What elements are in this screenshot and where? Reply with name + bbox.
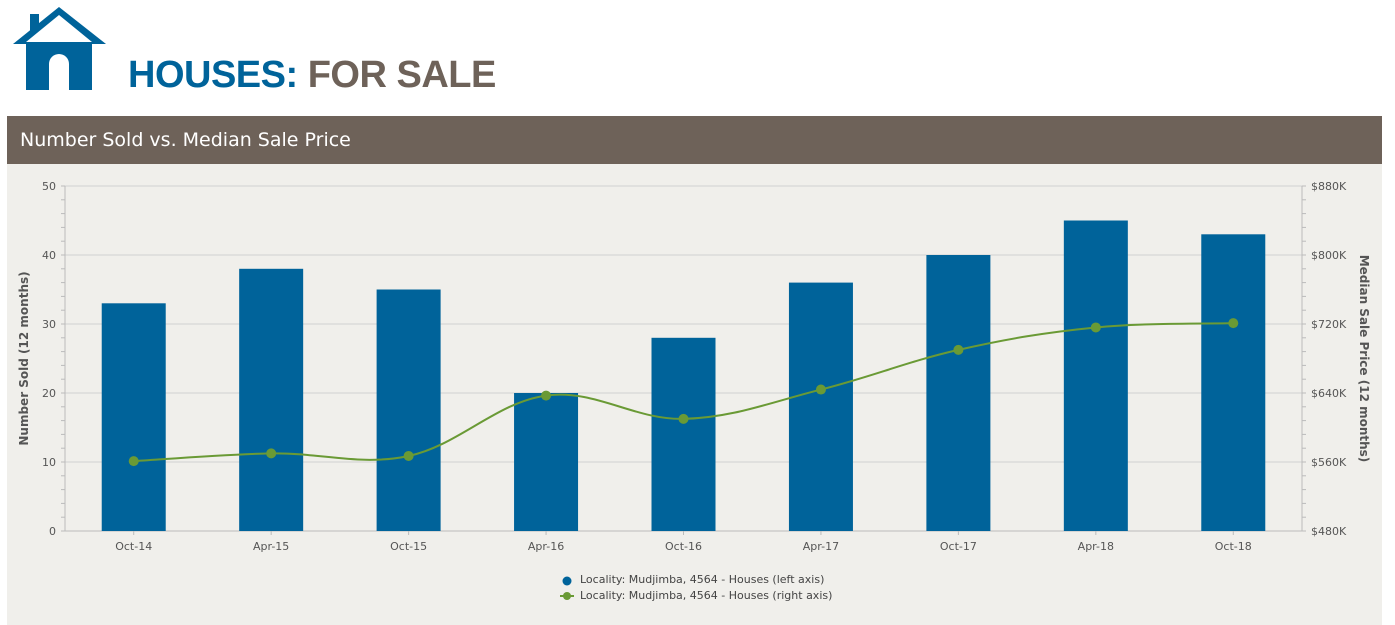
- price-point: [1228, 318, 1239, 329]
- y-tick-label: 0: [49, 525, 56, 538]
- chart-panel: 0 $480K 10 $560K 20 $640K 30 $720K 40 $800K 50 $880…: [7, 164, 1382, 625]
- x-tick-label: Oct-17: [940, 540, 977, 553]
- price-point: [953, 344, 964, 355]
- y-tick-label: 30: [42, 318, 56, 331]
- y-tick-label: 50: [42, 180, 56, 193]
- combo-chart: 0 $480K 10 $560K 20 $640K 30 $720K 40 $800K 50 $880…: [17, 180, 1371, 553]
- price-point: [541, 390, 552, 401]
- chart-legend: Locality: Mudjimba, 4564 - Houses (left …: [560, 572, 832, 603]
- legend-item-bars[interactable]: Locality: Mudjimba, 4564 - Houses (left …: [560, 572, 832, 588]
- y2-tick-label: $480K: [1311, 525, 1347, 538]
- y-tick-label: 10: [42, 456, 56, 469]
- price-point: [403, 450, 414, 461]
- bar: [788, 282, 853, 531]
- bar: [1063, 220, 1128, 531]
- legend-bar-marker-icon: [560, 575, 574, 586]
- x-tick-label: Apr-17: [803, 540, 839, 553]
- x-tick-label: Apr-16: [528, 540, 564, 553]
- y-tick-label: 40: [42, 249, 56, 262]
- bar: [239, 268, 304, 531]
- y2-axis-title: Median Sale Price (12 months): [1357, 255, 1371, 463]
- x-tick-label: Apr-15: [253, 540, 289, 553]
- y2-tick-label: $640K: [1311, 387, 1347, 400]
- chart-title-bar: Number Sold vs. Median Sale Price: [7, 116, 1382, 164]
- bar: [101, 303, 166, 531]
- y-axis-title: Number Sold (12 months): [17, 271, 31, 445]
- chart-title: Number Sold vs. Median Sale Price: [20, 129, 351, 151]
- bar: [1201, 234, 1266, 532]
- y2-tick-label: $720K: [1311, 318, 1347, 331]
- house-logo-icon: [13, 7, 106, 90]
- price-point: [128, 456, 139, 467]
- logo-text-for-sale: FOR SALE: [307, 54, 497, 96]
- y2-tick-label: $800K: [1311, 249, 1347, 262]
- x-tick-label: Oct-15: [390, 540, 427, 553]
- price-point: [266, 448, 277, 459]
- bar: [376, 289, 441, 531]
- x-tick-label: Oct-16: [665, 540, 702, 553]
- price-point: [1090, 322, 1101, 333]
- bar: [651, 337, 716, 531]
- bar: [926, 255, 991, 531]
- y2-tick-label: $560K: [1311, 456, 1347, 469]
- x-tick-label: Oct-18: [1215, 540, 1252, 553]
- logo-text-houses: HOUSES:: [128, 54, 298, 96]
- x-tick-label: Apr-18: [1078, 540, 1114, 553]
- y2-tick-label: $880K: [1311, 180, 1347, 193]
- legend-line-marker-icon: [560, 590, 574, 601]
- legend-item-line[interactable]: Locality: Mudjimba, 4564 - Houses (right…: [560, 588, 832, 604]
- y-tick-label: 20: [42, 387, 56, 400]
- logo-wordmark: HOUSES: FOR SALE: [128, 52, 496, 98]
- page-header: HOUSES: FOR SALE: [0, 0, 1395, 116]
- price-point: [815, 384, 826, 395]
- price-point: [678, 413, 689, 424]
- x-tick-label: Oct-14: [115, 540, 152, 553]
- bar: [514, 393, 579, 531]
- legend-label-bars: Locality: Mudjimba, 4564 - Houses (left …: [580, 573, 825, 587]
- legend-label-line: Locality: Mudjimba, 4564 - Houses (right…: [580, 588, 833, 602]
